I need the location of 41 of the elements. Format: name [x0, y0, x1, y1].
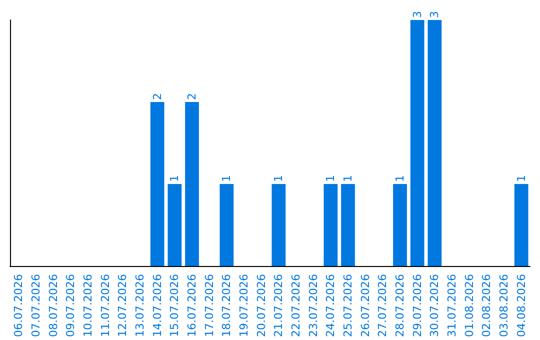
x-tick-label: 01.08.2026: [462, 274, 476, 338]
x-tick-label: 20.07.2026: [254, 274, 268, 338]
x-tick-label: 09.07.2026: [64, 274, 78, 338]
data-label: 1: [168, 175, 182, 182]
x-tick-label: 21.07.2026: [272, 274, 286, 338]
x-tick-label: 18.07.2026: [220, 274, 234, 338]
x-tick-label: 02.08.2026: [480, 274, 494, 338]
x-tick-label: 15.07.2026: [168, 274, 182, 338]
x-tick-label: 22.07.2026: [290, 274, 302, 338]
data-label: 2: [186, 93, 198, 100]
data-label: 3: [410, 11, 424, 18]
x-tick-label: 07.07.2026: [30, 274, 42, 338]
data-label: 3: [428, 11, 442, 18]
x-tick-label: 28.07.2026: [394, 274, 406, 338]
x-tick-label: 26.07.2026: [358, 274, 372, 338]
data-label: 2: [150, 93, 164, 100]
x-tick-label: 08.07.2026: [46, 274, 60, 338]
data-label: 1: [272, 175, 286, 182]
x-tick-label: 16.07.2026: [186, 274, 198, 338]
x-tick-label: 19.07.2026: [238, 274, 250, 338]
x-tick-label: 25.07.2026: [342, 274, 354, 338]
x-tick-label: 11.07.2026: [98, 274, 112, 338]
data-label: 1: [324, 175, 338, 182]
data-label: 1: [394, 175, 406, 182]
x-tick-label: 10.07.2026: [82, 274, 94, 338]
x-tick-label: 13.07.2026: [134, 274, 146, 338]
x-tick-label: 31.07.2026: [446, 274, 458, 338]
x-tick-label: 14.07.2026: [150, 274, 164, 338]
x-tick-label: 29.07.2026: [410, 274, 424, 338]
x-tick-label: 06.07.2026: [12, 274, 26, 338]
x-tick-label: 27.07.2026: [376, 274, 390, 338]
data-label: 1: [220, 175, 234, 182]
x-tick-label: 04.08.2026: [514, 274, 528, 338]
data-label: 1: [342, 175, 354, 182]
x-tick-label: 12.07.2026: [116, 274, 130, 338]
data-label: 1: [514, 175, 528, 182]
x-tick-label: 17.07.2026: [202, 274, 216, 338]
x-tick-label: 23.07.2026: [306, 274, 320, 338]
x-tick-label: 03.08.2026: [498, 274, 510, 338]
x-tick-label: 24.07.2026: [324, 274, 338, 338]
x-tick-label: 30.07.2026: [428, 274, 442, 338]
